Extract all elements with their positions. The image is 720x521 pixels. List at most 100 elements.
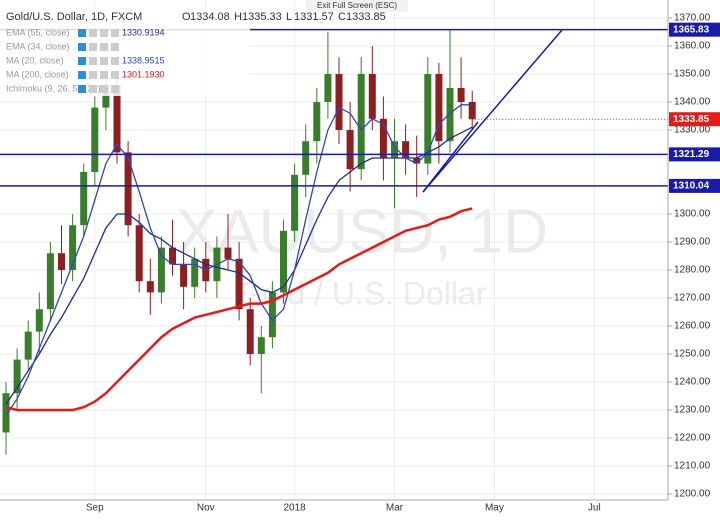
y-tick-label: 1270.00 — [674, 293, 711, 304]
candle-body — [180, 264, 188, 287]
legend-readout: 1330.9194 — [122, 27, 165, 37]
candle-body — [379, 118, 387, 158]
x-tick-label: Jul — [588, 503, 601, 514]
y-tick-label: 1200.00 — [674, 489, 711, 500]
y-tick-label: 1260.00 — [674, 321, 711, 332]
ohlc-key: O — [182, 11, 191, 23]
candle-body — [124, 152, 132, 226]
candle-body — [91, 107, 99, 172]
plot — [0, 28, 668, 455]
candle-body — [35, 309, 43, 332]
candle-body — [402, 141, 410, 158]
legend-icon — [78, 57, 86, 65]
legend-icon — [100, 43, 108, 51]
candle-body — [424, 74, 432, 164]
legend-icon — [111, 71, 119, 79]
candle-body — [58, 253, 65, 270]
x-tick-label: May — [485, 503, 504, 514]
candle-body — [368, 74, 376, 119]
candle-body — [246, 309, 254, 354]
y-tick-label: 1360.00 — [674, 41, 711, 52]
price-label: 1333.85 — [673, 114, 710, 125]
exit-button[interactable] — [306, 0, 408, 12]
ohlc-value: 1335.33 — [242, 11, 282, 23]
legend-icon — [78, 29, 86, 37]
candle-body — [157, 247, 165, 293]
legend-icon — [89, 71, 97, 79]
legend-icon — [100, 57, 108, 65]
y-tick-label: 1220.00 — [674, 433, 711, 444]
y-tick-label: 1300.00 — [674, 209, 711, 220]
legend-icon — [78, 71, 86, 79]
y-tick-label: 1210.00 — [674, 461, 711, 472]
y-tick-label: 1230.00 — [674, 405, 711, 416]
candle-body — [135, 225, 143, 282]
ohlc-key: H — [234, 11, 242, 23]
candle-body — [102, 85, 110, 108]
legend-readout: 1338.9515 — [122, 55, 165, 65]
legend-icon — [100, 29, 108, 37]
grid — [0, 0, 668, 500]
candle-body — [302, 141, 310, 175]
trend-line — [422, 121, 479, 193]
candle-body — [146, 281, 154, 293]
candle-body — [46, 253, 54, 310]
price-label: 1365.83 — [673, 24, 710, 35]
candle-body — [113, 85, 121, 153]
candle-body — [280, 230, 287, 293]
legend-icon — [89, 85, 97, 93]
candle-body — [357, 74, 365, 170]
candle-body — [2, 393, 10, 433]
legend-readout: 1301.1930 — [122, 69, 165, 79]
x-tick-label: Nov — [197, 503, 215, 514]
y-tick-label: 1330.00 — [674, 125, 711, 136]
legend-icon — [111, 43, 119, 51]
candle-body — [224, 247, 232, 259]
candle-body — [413, 158, 421, 164]
legend-icon — [89, 57, 97, 65]
legend-label: Ichimoku (9, 26, 52, 26) — [6, 83, 101, 93]
legend-label: MA (200, close) — [6, 69, 69, 79]
x-tick-label: Sep — [86, 503, 104, 514]
legend-icon — [78, 43, 86, 51]
candle-body — [24, 331, 32, 360]
legend-icon — [111, 57, 119, 65]
price-label: 1310.04 — [673, 181, 710, 192]
candle-body — [13, 359, 21, 394]
y-tick-label: 1350.00 — [674, 69, 711, 80]
indicator-line — [5, 104, 473, 416]
indicator-line — [5, 126, 473, 405]
candle-body — [457, 88, 465, 102]
price-label-box — [669, 178, 720, 193]
price-label-box — [669, 147, 720, 162]
legend-icon — [89, 29, 97, 37]
candle-body — [468, 102, 476, 120]
trend-line — [422, 29, 563, 193]
x-tick-label: 2018 — [283, 503, 306, 514]
candle-body — [313, 102, 321, 142]
candle-body — [257, 337, 265, 354]
candle-body — [80, 172, 88, 226]
candle-body — [291, 174, 299, 231]
candle-body — [235, 258, 243, 310]
price-label: 1321.29 — [673, 149, 710, 160]
candle-body — [69, 225, 77, 270]
legend-icon — [111, 29, 119, 37]
legend-label: EMA (34, close) — [6, 41, 70, 51]
symbol: Gold/U.S. Dollar, 1D, FXCM — [6, 11, 142, 23]
legend-icon — [100, 85, 108, 93]
candle-body — [335, 74, 343, 130]
legend-icon — [100, 71, 108, 79]
indicator-line — [5, 207, 473, 412]
legend-label: MA (20, close) — [6, 55, 64, 65]
candle-body — [446, 88, 454, 142]
y-tick-label: 1370.00 — [674, 13, 711, 24]
ohlc-key: L — [286, 11, 292, 23]
candle-body — [324, 74, 332, 102]
legend-icon — [89, 43, 97, 51]
x-tick-label: Mar — [386, 503, 404, 514]
legend: Gold/U.S. Dollar, 1D, FXCM O 1334.08 H 1335.… — [0, 8, 386, 96]
axis: 1200.00 1210.00 1220.00 1230.00 1240.00 1250.… — [86, 13, 720, 514]
exit-button-label[interactable]: Exit Full Screen (ESC) — [317, 1, 397, 10]
